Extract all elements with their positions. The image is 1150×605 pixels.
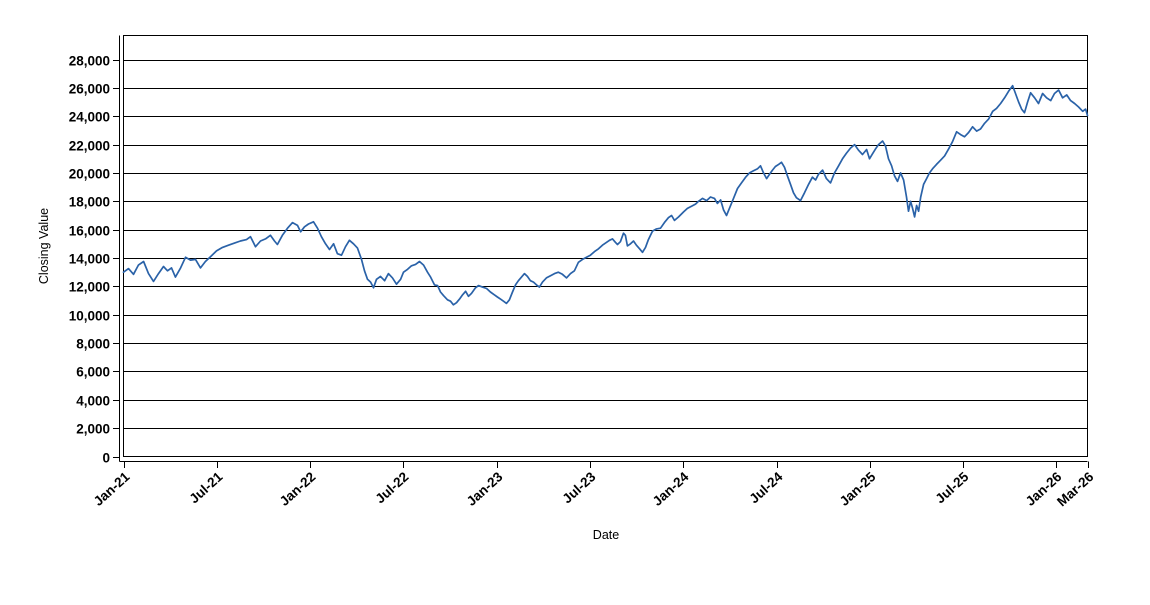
y-tick-label: 16,000 (69, 224, 110, 239)
y-tick-label: 20,000 (69, 167, 110, 182)
x-tick-label: Jan-21 (91, 469, 133, 509)
y-tick-label: 2,000 (76, 422, 110, 437)
y-tick-label: 0 (102, 451, 110, 466)
x-tick-label: Jan-25 (837, 469, 879, 509)
y-tick-label: 18,000 (69, 195, 110, 210)
x-tick-label: Jul-22 (372, 469, 411, 506)
x-axis-title: Date (593, 528, 619, 542)
x-tick-label: Jan-24 (650, 469, 692, 509)
x-tick-label: Jul-25 (932, 469, 971, 507)
x-tick-label: Mar-26 (1054, 469, 1097, 510)
y-tick-label: 10,000 (69, 309, 110, 324)
x-tick-label: Jan-22 (277, 469, 319, 509)
x-tick-label: Jan-23 (464, 469, 506, 509)
y-axis-title: Closing Value (37, 208, 51, 284)
x-tick-label: Jul-21 (186, 469, 225, 507)
y-axis: 0 2,000 4,000 6,000 8,000 10,000 12,000 14,000 1… (69, 35, 121, 466)
price-line (122, 84, 1089, 306)
x-tick-label: Jul-23 (559, 469, 598, 507)
x-axis: Jan-21 Jul-21 Jan-22 Jul-22 Jan-23 Jul-23 Jan-… (91, 460, 1097, 510)
x-tick-label: Jul-24 (746, 469, 785, 507)
y-tick-label: 4,000 (76, 394, 110, 409)
y-tick-label: 28,000 (69, 54, 110, 69)
y-tick-label: 8,000 (76, 337, 110, 352)
y-tick-label: 24,000 (69, 110, 110, 125)
y-tick-label: 14,000 (69, 252, 110, 267)
y-tick-label: 26,000 (69, 82, 110, 97)
y-tick-label: 12,000 (69, 280, 110, 295)
plot-border (122, 34, 1089, 458)
y-tick-label: 22,000 (69, 139, 110, 154)
y-tick-label: 6,000 (76, 365, 110, 380)
gridlines (123, 60, 1088, 429)
